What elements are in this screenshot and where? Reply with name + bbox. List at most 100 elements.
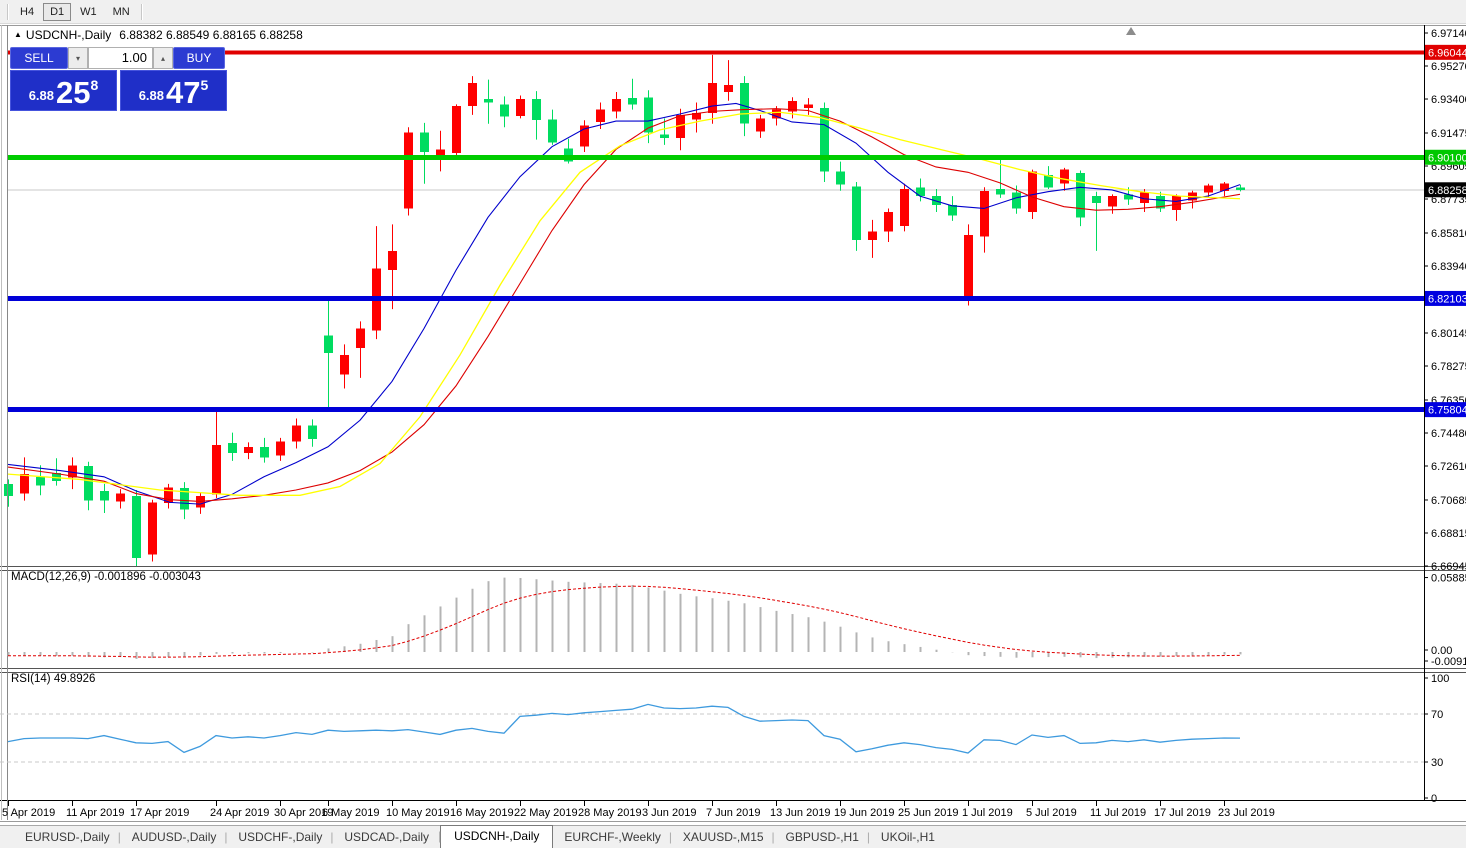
ohlc-readout: 6.88382 6.88549 6.88165 6.88258	[119, 28, 303, 42]
buy-price-box[interactable]: 6.88 47 5	[120, 70, 227, 111]
chart-tab-bar: EURUSD-,Daily AUDUSD-,Daily USDCHF-,Dail…	[0, 825, 1466, 848]
svg-text:11 Jul 2019: 11 Jul 2019	[1090, 807, 1146, 819]
svg-text:6.80145: 6.80145	[1431, 328, 1466, 340]
candle	[420, 122, 429, 184]
candle	[1076, 170, 1085, 227]
candle	[772, 106, 781, 126]
svg-text:3 Jun 2019: 3 Jun 2019	[642, 807, 696, 819]
svg-text:6.83940: 6.83940	[1431, 261, 1466, 273]
candle	[1092, 191, 1101, 251]
volume-decrease-button[interactable]: ▾	[68, 47, 88, 69]
candle	[1108, 194, 1117, 214]
macd-label: MACD(12,26,9) -0.001896 -0.003043	[11, 571, 201, 583]
timeframe-button-mn[interactable]: MN	[112, 5, 130, 18]
buy-price-prefix: 6.88	[138, 88, 165, 103]
svg-text:13 Jun 2019: 13 Jun 2019	[770, 807, 831, 819]
timeframe-button-d1[interactable]: D1	[43, 2, 72, 21]
svg-text:11 Apr 2019: 11 Apr 2019	[66, 807, 125, 819]
svg-text:70: 70	[1431, 709, 1443, 721]
volume-increase-button[interactable]: ▴	[153, 47, 173, 69]
timeframe-button-h4[interactable]: H4	[20, 5, 35, 18]
candle	[260, 437, 269, 463]
candle	[500, 96, 509, 128]
svg-text:24 Apr 2019: 24 Apr 2019	[210, 807, 269, 819]
candle	[612, 91, 621, 119]
candle	[100, 483, 109, 513]
svg-text:25 Jun 2019: 25 Jun 2019	[898, 807, 959, 819]
candle	[36, 465, 45, 496]
tab-eurusd-daily[interactable]: EURUSD-,Daily	[25, 830, 110, 844]
moving-averages	[7, 102, 1241, 505]
svg-text:6.90100: 6.90100	[1428, 152, 1466, 164]
svg-text:6 May 2019: 6 May 2019	[322, 807, 379, 819]
candle	[708, 54, 717, 124]
svg-text:6.88258: 6.88258	[1428, 185, 1466, 197]
tab-audusd-daily[interactable]: AUDUSD-,Daily	[118, 827, 228, 848]
price-axis: 6.971406.952706.934006.914756.896056.877…	[1424, 28, 1466, 573]
buy-price-main: 47	[166, 75, 201, 111]
svg-text:6.85810: 6.85810	[1431, 228, 1466, 240]
candle	[628, 78, 637, 110]
candle	[340, 344, 349, 389]
sell-price-main: 25	[56, 75, 91, 111]
svg-text:6.97140: 6.97140	[1431, 28, 1466, 40]
svg-text:17 Jul 2019: 17 Jul 2019	[1154, 807, 1211, 819]
svg-text:30 Apr 2019: 30 Apr 2019	[274, 807, 333, 819]
chart-title: ▲ USDCNH-,Daily 6.88382 6.88549 6.88165 6.…	[14, 28, 303, 42]
tab-usdchf-daily[interactable]: USDCHF-,Daily	[224, 827, 333, 848]
candle	[964, 224, 973, 306]
timeframe-toolbar: H4 D1 W1 MN	[0, 0, 1466, 24]
svg-text:1 Jul 2019: 1 Jul 2019	[962, 807, 1013, 819]
timeframe-button-w1[interactable]: W1	[80, 5, 97, 18]
tab-usdcnh-daily[interactable]: USDCNH-,Daily	[438, 825, 554, 848]
price-badge: 6.75804	[1425, 402, 1466, 418]
candle	[212, 407, 221, 498]
candle	[932, 189, 941, 212]
svg-text:6.75804: 6.75804	[1428, 405, 1466, 417]
tab-eurchf-weekly[interactable]: EURCHF-,Weekly	[550, 827, 671, 848]
svg-text:0.00: 0.00	[1431, 645, 1452, 657]
candlestick-series	[4, 54, 1245, 567]
tab-ukoil-h1[interactable]: UKOil-,H1	[867, 827, 946, 848]
tab-xauusd-m15[interactable]: XAUUSD-,M15	[669, 827, 775, 848]
tab-gbpusd-h1[interactable]: GBPUSD-,H1	[772, 827, 870, 848]
svg-text:5 Jul 2019: 5 Jul 2019	[1026, 807, 1077, 819]
candle	[4, 479, 13, 507]
svg-text:6.93400: 6.93400	[1431, 94, 1466, 106]
candle	[244, 442, 253, 460]
symbol-triangle-icon: ▲	[14, 30, 22, 39]
candle	[468, 76, 477, 115]
one-click-trade-panel: SELL ▾ 1.00 ▴ BUY 6.88 25 8 6.88 47 5	[10, 47, 229, 111]
price-badge: 6.90100	[1425, 149, 1466, 165]
price-badge: 6.82103	[1425, 290, 1466, 306]
candle	[484, 79, 493, 124]
svg-text:22 May 2019: 22 May 2019	[514, 807, 578, 819]
macd-axis: 0.058851 0.00-0.009116	[1424, 573, 1466, 668]
buy-button[interactable]: BUY	[173, 47, 225, 69]
candle	[404, 127, 413, 216]
toolbar-divider	[140, 3, 143, 20]
candle	[532, 91, 541, 140]
candle	[68, 457, 77, 490]
candle	[1220, 181, 1229, 197]
buy-price-pip: 5	[200, 77, 209, 93]
candle	[724, 60, 733, 101]
price-badge: 6.96044	[1425, 44, 1466, 60]
tab-usdcad-daily[interactable]: USDCAD-,Daily	[330, 827, 440, 848]
sell-price-pip: 8	[90, 77, 99, 93]
svg-text:6.68815: 6.68815	[1431, 528, 1466, 540]
rsi-label: RSI(14) 49.8926	[11, 673, 96, 685]
volume-input[interactable]: 1.00	[88, 47, 153, 69]
candle	[692, 102, 701, 133]
candle	[788, 97, 797, 119]
candle	[20, 457, 29, 501]
sell-button[interactable]: SELL	[10, 47, 68, 69]
price-badge: 6.88258	[1425, 182, 1466, 198]
sell-price-box[interactable]: 6.88 25 8	[10, 70, 117, 111]
svg-text:30: 30	[1431, 757, 1443, 769]
candle	[132, 490, 141, 567]
candle	[324, 298, 333, 410]
svg-text:28 May 2019: 28 May 2019	[578, 807, 642, 819]
candle	[452, 104, 461, 160]
